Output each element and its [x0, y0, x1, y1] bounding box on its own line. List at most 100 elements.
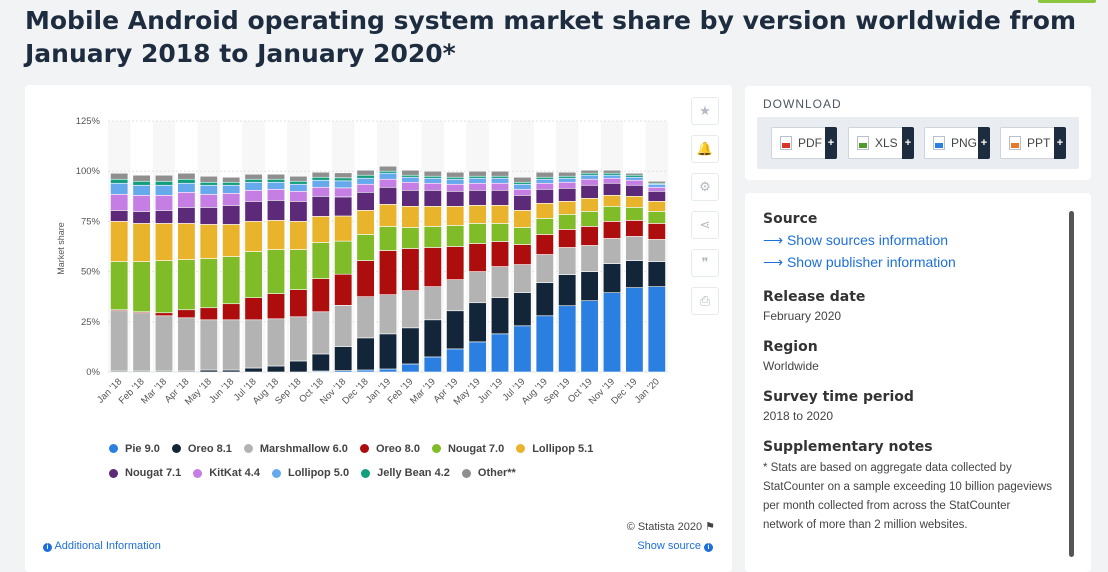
bar-segment: [244, 178, 263, 183]
legend-item[interactable]: Nougat 7.1: [109, 467, 181, 479]
bar-segment: [535, 182, 554, 190]
show-sources-link[interactable]: ⟶ Show sources information: [763, 232, 949, 248]
bar-segment: [378, 250, 398, 295]
legend-label: Other**: [477, 467, 516, 479]
bar-segment: [535, 178, 554, 184]
bar-segment: [580, 271, 599, 302]
bar-segment: [625, 287, 644, 373]
region-value: Worldwide: [763, 359, 819, 373]
bar-segment: [535, 203, 554, 219]
bar-segment: [647, 239, 666, 262]
bar-segment: [311, 242, 330, 279]
bar-segment: [244, 251, 263, 299]
bar-segment: [334, 273, 353, 306]
bar-segment: [177, 259, 196, 311]
legend-dot-icon: [516, 444, 526, 453]
legend-label: Oreo 8.1: [187, 442, 232, 455]
bar-segment: [266, 249, 286, 294]
arrow-right-icon: ⟶: [763, 232, 784, 248]
bar-segment: [490, 241, 510, 267]
legend-item[interactable]: Oreo 8.1: [171, 442, 232, 455]
bar-segment: [110, 210, 129, 222]
bar-segment: [334, 240, 353, 275]
bar-segment: [602, 194, 622, 207]
bar-segment: [132, 223, 151, 262]
supplementary-notes-text: * Stats are based on aggregate data coll…: [763, 462, 1052, 531]
info-icon: i: [43, 543, 52, 552]
bar-segment: [535, 188, 554, 204]
bar-segment: [356, 369, 375, 373]
bar-segment: [490, 266, 510, 299]
bar-segment: [222, 224, 241, 257]
bar-segment: [580, 174, 599, 180]
bar-segment: [446, 190, 465, 207]
bell-icon[interactable]: 🔔: [691, 135, 719, 163]
download-png-button[interactable]: PNG +: [924, 127, 990, 159]
star-icon[interactable]: ★: [691, 97, 719, 125]
xls-file-icon: [857, 136, 869, 150]
legend-item[interactable]: Pie 9.0: [109, 443, 160, 455]
bar-segment: [513, 244, 532, 265]
download-pdf-button[interactable]: PDF +: [771, 127, 837, 159]
bar-segment: [602, 221, 622, 239]
bar-segment: [401, 206, 420, 228]
legend-item[interactable]: Jelly Bean 4.2: [361, 467, 450, 479]
legend-item[interactable]: Lollipop 5.0: [271, 467, 349, 479]
show-source-link[interactable]: Show source i: [637, 540, 713, 552]
legend-item[interactable]: Lollipop 5.1: [516, 443, 593, 455]
bar-segment: [535, 282, 554, 317]
legend-label: Nougat 7.1: [125, 467, 182, 479]
gear-icon[interactable]: ⚙: [691, 173, 719, 201]
legend-dot-icon: [109, 468, 118, 478]
share-icon[interactable]: ⋖: [691, 211, 719, 239]
bar-segment: [468, 271, 487, 304]
bar-segment: [490, 175, 510, 179]
bar-segment: [110, 221, 129, 262]
download-xls-button[interactable]: XLS +: [848, 127, 914, 159]
scrollbar[interactable]: [1069, 211, 1074, 557]
x-tick-label: Jan '20: [633, 376, 662, 405]
bar-segment: [468, 205, 487, 224]
bar-segment: [154, 315, 174, 372]
bar-segment: [647, 211, 666, 224]
legend-item[interactable]: Nougat 7.0: [431, 443, 504, 455]
bar-segment: [334, 215, 353, 242]
bar-segment: [401, 174, 420, 178]
legend-item[interactable]: Other**: [461, 467, 516, 479]
print-icon[interactable]: ⎙: [691, 287, 719, 315]
legend-dot-icon: [359, 444, 369, 453]
bar-segment: [580, 211, 599, 227]
bar-segment: [423, 319, 442, 358]
bar-segment: [446, 183, 465, 192]
show-publisher-link[interactable]: ⟶ Show publisher information: [763, 254, 956, 270]
x-tick-label: Jun '18: [207, 376, 236, 405]
bar-segment: [446, 348, 465, 373]
legend-dot-icon: [109, 444, 118, 453]
ppt-file-icon: [1009, 136, 1021, 150]
bar-segment: [378, 178, 398, 188]
legend-item[interactable]: Marshmallow 6.0: [243, 443, 348, 455]
bar-segment: [222, 181, 241, 186]
bar-segment: [423, 206, 442, 227]
bar-segment: [311, 216, 330, 243]
bar-segment: [222, 184, 241, 194]
bar-segment: [401, 227, 420, 249]
bar-segment: [154, 180, 174, 186]
bar-segment: [266, 188, 286, 201]
legend-item[interactable]: Oreo 8.0: [359, 443, 420, 455]
bar-segment: [625, 220, 644, 237]
bar-segment: [266, 200, 286, 221]
bar-segment: [244, 319, 263, 369]
bar-segment: [535, 254, 554, 283]
quote-icon[interactable]: ❞: [691, 249, 719, 277]
download-ppt-button[interactable]: PPT +: [1000, 127, 1066, 159]
legend-item[interactable]: KitKat 4.4: [193, 467, 260, 479]
bar-segment: [266, 318, 286, 367]
bar-segment: [446, 178, 465, 185]
bar-segment: [468, 223, 487, 244]
bar-segment: [199, 175, 218, 183]
flag-icon: ⚑: [705, 521, 715, 533]
additional-info-link[interactable]: i Additional Information: [43, 540, 161, 552]
bar-segment: [334, 177, 353, 182]
